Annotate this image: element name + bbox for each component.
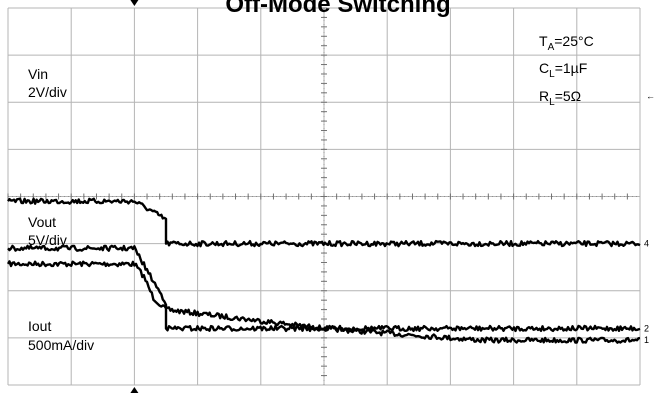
vout-label: Vout bbox=[28, 214, 56, 230]
condition-ta: TA=25°C bbox=[539, 33, 594, 53]
trigger-position-bottom-marker bbox=[130, 387, 139, 393]
vout-scale-label: 5V/div bbox=[28, 232, 67, 248]
iout-label: Iout bbox=[28, 318, 51, 334]
vin-trace bbox=[6, 260, 641, 344]
iout-scale-label: 500mA/div bbox=[28, 337, 94, 353]
vin-scale-label: 2V/div bbox=[28, 84, 67, 100]
trace-layer bbox=[6, 197, 641, 344]
iout-trace bbox=[7, 244, 641, 333]
trigger-level-marker: ← bbox=[646, 91, 655, 101]
trigger-position-top-marker bbox=[130, 0, 139, 6]
condition-cl: CL=1µF bbox=[539, 60, 587, 80]
iout-channel-marker: 2 bbox=[644, 323, 649, 333]
vout-channel-marker: 4 bbox=[644, 239, 649, 249]
vout-trace bbox=[7, 197, 641, 248]
vin-channel-marker: 1 bbox=[644, 335, 649, 345]
vin-label: Vin bbox=[28, 66, 48, 82]
condition-rl: RL=5Ω bbox=[539, 88, 581, 108]
graticule bbox=[7, 0, 641, 393]
chart-title: Off-Mode Switching bbox=[225, 0, 450, 18]
